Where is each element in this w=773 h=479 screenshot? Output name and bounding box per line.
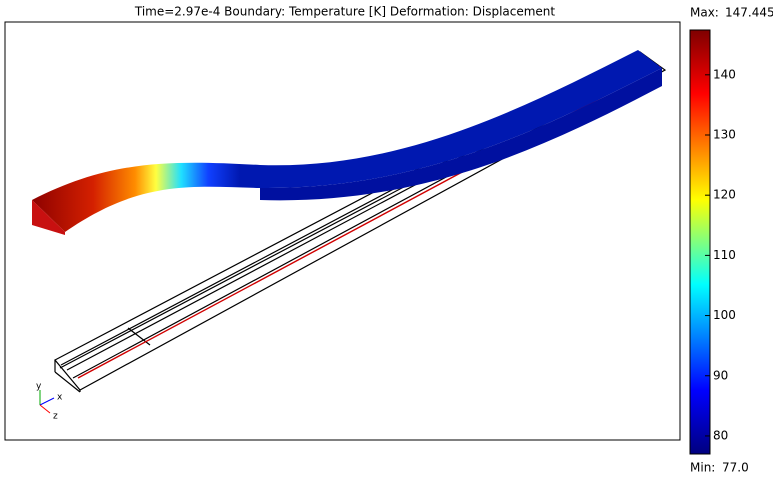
tick-label: 120 <box>713 188 736 202</box>
tick-label: 130 <box>713 127 736 141</box>
tick-label: 140 <box>713 67 736 81</box>
max-value: 147.445 <box>725 6 773 20</box>
triad-label: x <box>57 393 63 403</box>
triad-label: y <box>36 382 42 392</box>
figure: Time=2.97e-4 Boundary: Temperature [K] D… <box>0 0 773 479</box>
colorbar <box>690 30 710 454</box>
min-value: 77.0 <box>722 461 749 475</box>
title: Time=2.97e-4 Boundary: Temperature [K] D… <box>134 5 556 19</box>
tick-label: 90 <box>713 368 728 382</box>
tick-label: 80 <box>713 428 728 442</box>
tick-label: 100 <box>713 308 736 322</box>
tick-label: 110 <box>713 248 736 262</box>
triad-label: z <box>53 412 58 422</box>
max-label: Max: <box>690 6 719 20</box>
min-label: Min: <box>690 461 715 475</box>
